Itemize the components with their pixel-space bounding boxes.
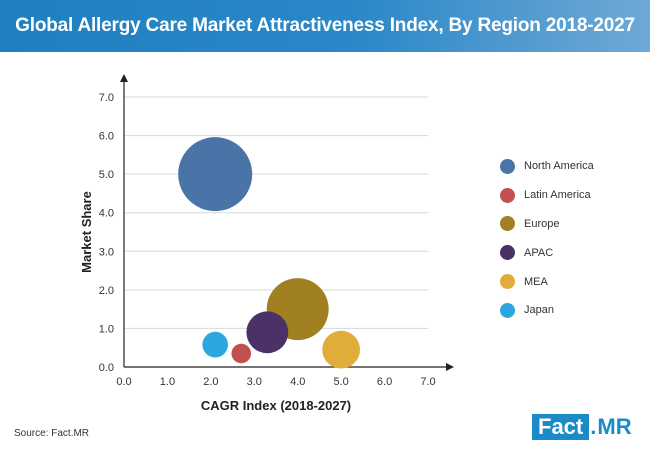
chart-title: Global Allergy Care Market Attractivenes… [15, 15, 635, 36]
legend-item-latin-america: Latin America [500, 181, 594, 210]
y-tick-label: 5.0 [99, 169, 114, 181]
bubble-mea [322, 330, 361, 369]
legend-label: North America [524, 160, 594, 173]
factmr-logo: Fact . MR [532, 414, 632, 440]
legend-swatch-icon [500, 158, 515, 174]
logo-main-text: Fact [532, 414, 590, 440]
title-banner [0, 0, 650, 52]
y-tick-label: 0.0 [99, 362, 114, 374]
legend-swatch-icon [500, 302, 515, 318]
y-tick-label: 2.0 [99, 285, 114, 297]
x-tick-label: 7.0 [420, 376, 435, 388]
legend-label: Latin America [524, 189, 591, 202]
y-tick-label: 4.0 [99, 208, 114, 220]
legend: North America Latin America Europe APAC MEA J… [500, 152, 594, 325]
legend-swatch-icon [500, 245, 515, 261]
x-tick-label: 5.0 [333, 376, 348, 388]
x-tick-label: 6.0 [377, 376, 392, 388]
legend-item-north-america: North America [500, 152, 594, 181]
legend-item-japan: Japan [500, 296, 594, 325]
y-tick-label: 7.0 [99, 92, 114, 104]
x-tick-label: 0.0 [116, 376, 131, 388]
bubbles [178, 137, 361, 369]
source-note: Source: Fact.MR [14, 428, 90, 439]
x-tick-label: 2.0 [203, 376, 218, 388]
x-tick-label: 1.0 [160, 376, 175, 388]
legend-item-europe: Europe [500, 210, 594, 239]
bubble-chart: 0.0 1.0 2.0 3.0 4.0 5.0 6.0 7.0 0.0 1.0 2.0 3.0 4.0 5… [79, 74, 454, 413]
logo-dot-text: . [590, 414, 597, 439]
bubble-latin-america [231, 343, 252, 364]
y-axis-title: Market Share [79, 191, 94, 273]
x-tick-label: 3.0 [247, 376, 262, 388]
x-axis-title: CAGR Index (2018-2027) [201, 398, 351, 413]
legend-item-apac: APAC [500, 238, 594, 267]
y-axis-arrow-icon [120, 74, 128, 82]
y-tick-label: 3.0 [99, 246, 114, 258]
legend-item-mea: MEA [500, 267, 594, 296]
bubble-apac [246, 311, 289, 354]
y-tick-label: 6.0 [99, 131, 114, 143]
legend-label: Europe [524, 217, 560, 230]
axes [120, 74, 454, 371]
x-tick-label: 4.0 [290, 376, 305, 388]
legend-swatch-icon [500, 216, 515, 232]
bubble-japan [202, 331, 229, 358]
legend-label: MEA [524, 275, 548, 288]
legend-label: APAC [524, 246, 554, 259]
legend-swatch-icon [500, 274, 515, 290]
y-tick-label: 1.0 [99, 323, 114, 335]
legend-swatch-icon [500, 187, 515, 203]
tick-labels: 0.0 1.0 2.0 3.0 4.0 5.0 6.0 7.0 0.0 1.0 2.0 3.0 4.0 5… [99, 92, 436, 388]
logo-sub-text: MR [597, 414, 632, 439]
x-axis-arrow-icon [446, 363, 454, 371]
legend-label: Japan [524, 304, 554, 317]
bubble-north-america [178, 137, 253, 212]
